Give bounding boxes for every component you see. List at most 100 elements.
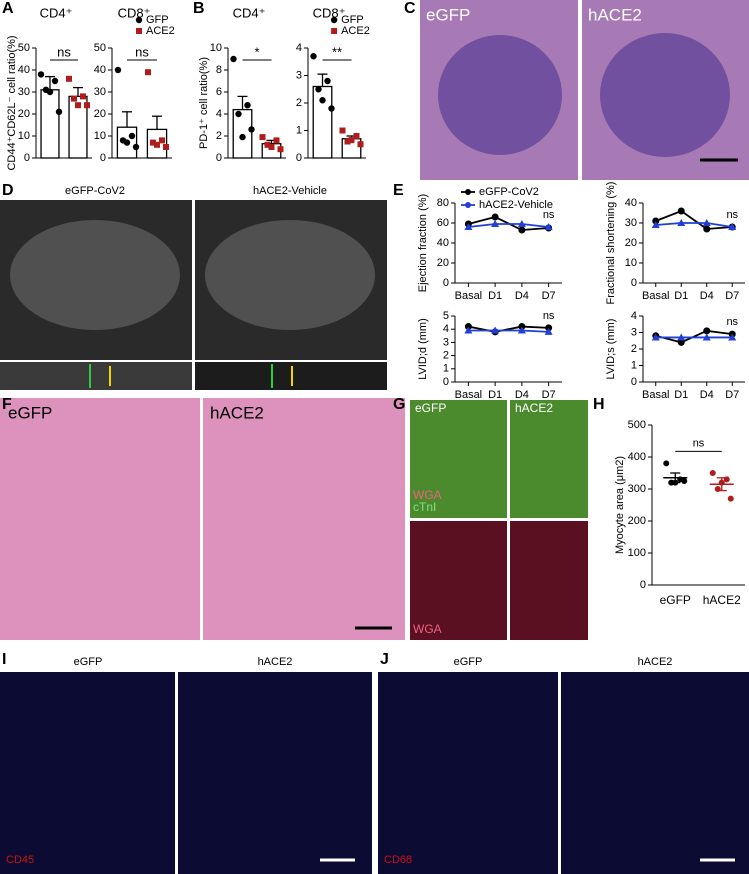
data-point bbox=[703, 327, 711, 335]
data-point bbox=[264, 141, 271, 148]
y-tick-label: 10 bbox=[94, 130, 106, 142]
image-label: hACE2 bbox=[638, 656, 673, 668]
annotation: ns bbox=[543, 209, 555, 221]
image-label: hACE2 bbox=[515, 401, 553, 415]
annotation: ns bbox=[543, 310, 555, 322]
image-region bbox=[205, 220, 375, 330]
data-point bbox=[677, 333, 686, 341]
panel-label: B bbox=[193, 0, 205, 17]
x-tick-label: Basal bbox=[455, 290, 483, 302]
y-tick-label: 4 bbox=[216, 108, 222, 120]
data-point bbox=[248, 126, 255, 133]
x-tick-label: D7 bbox=[542, 389, 556, 401]
chart-title: CD8⁺ bbox=[313, 5, 346, 20]
legend-symbol bbox=[136, 28, 142, 34]
y-tick-label: 1 bbox=[443, 363, 449, 375]
x-tick-label: Basal bbox=[642, 389, 670, 401]
legend-symbol bbox=[465, 189, 471, 195]
image bbox=[561, 672, 749, 874]
y-tick-label: 40 bbox=[437, 237, 449, 249]
y-tick-label: 2 bbox=[296, 97, 302, 109]
y-tick-label: 4 bbox=[296, 42, 302, 54]
y-tick-label: 0 bbox=[443, 277, 449, 289]
x-tick-label: D1 bbox=[488, 389, 502, 401]
data-point bbox=[464, 223, 473, 230]
data-point bbox=[310, 53, 317, 60]
y-tick-label: 20 bbox=[94, 108, 106, 120]
x-tick-label: hACE2 bbox=[703, 593, 741, 607]
y-tick-label: 40 bbox=[18, 64, 30, 76]
data-point bbox=[163, 144, 169, 150]
x-tick-label: D7 bbox=[542, 290, 556, 302]
y-tick-label: 30 bbox=[625, 217, 637, 229]
annotation: ns bbox=[726, 209, 738, 221]
image-label: WGA bbox=[413, 488, 442, 502]
x-tick-label: Basal bbox=[642, 290, 670, 302]
image-label: eGFP bbox=[415, 401, 446, 415]
x-tick-label: D7 bbox=[725, 389, 739, 401]
y-tick-label: 20 bbox=[625, 237, 637, 249]
y-tick-label: 10 bbox=[18, 130, 30, 142]
y-tick-label: 3 bbox=[631, 326, 637, 338]
y-axis-label: Ejection fraction (%) bbox=[417, 194, 429, 292]
y-tick-label: 0 bbox=[296, 152, 302, 164]
y-tick-label: 10 bbox=[625, 257, 637, 269]
legend-label: hACE2-Vehicle bbox=[479, 199, 553, 211]
y-tick-label: 4 bbox=[443, 323, 449, 335]
data-point bbox=[517, 326, 526, 334]
y-tick-label: 1 bbox=[296, 124, 302, 136]
data-point bbox=[464, 326, 473, 334]
image-label: CD45 bbox=[6, 854, 34, 866]
image-label: hACE2 bbox=[258, 656, 293, 668]
data-point bbox=[235, 110, 242, 118]
image bbox=[203, 398, 405, 640]
data-point bbox=[55, 108, 63, 116]
data-point bbox=[71, 95, 77, 102]
legend-label: ACE2 bbox=[341, 25, 370, 37]
chart-title: CD4⁺ bbox=[40, 5, 73, 20]
panel-label: F bbox=[2, 396, 12, 413]
data-point bbox=[353, 133, 360, 139]
data-point bbox=[328, 105, 335, 112]
data-point bbox=[728, 223, 737, 230]
bar bbox=[232, 108, 253, 159]
data-point bbox=[277, 146, 284, 153]
data-point bbox=[259, 134, 266, 141]
series-line bbox=[655, 222, 733, 228]
y-tick-label: 500 bbox=[628, 419, 646, 431]
data-point bbox=[709, 470, 716, 476]
panel-label: I bbox=[2, 651, 6, 668]
legend-symbol bbox=[465, 202, 471, 208]
data-point bbox=[544, 327, 553, 335]
panel-label: J bbox=[380, 651, 389, 668]
y-tick-label: 60 bbox=[437, 217, 449, 229]
panel-label: G bbox=[393, 396, 405, 413]
legend-label: GFP bbox=[341, 14, 364, 26]
y-axis-label: PD-1⁺ cell ratio(%) bbox=[198, 57, 210, 149]
y-tick-label: 2 bbox=[443, 350, 449, 362]
image-label: eGFP bbox=[426, 5, 470, 24]
data-point bbox=[114, 66, 122, 74]
y-tick-label: 2 bbox=[216, 130, 222, 142]
annotation: ** bbox=[332, 44, 342, 59]
data-point bbox=[66, 75, 72, 82]
x-tick-label: D4 bbox=[700, 389, 714, 401]
y-tick-label: 50 bbox=[18, 42, 30, 54]
data-point bbox=[230, 55, 237, 63]
image-label: eGFP bbox=[454, 656, 483, 668]
x-tick-label: D1 bbox=[488, 290, 502, 302]
image-label: hACE2 bbox=[588, 5, 642, 24]
data-point bbox=[702, 219, 711, 226]
y-tick-label: 200 bbox=[628, 515, 646, 527]
image bbox=[0, 398, 200, 640]
y-tick-label: 30 bbox=[18, 86, 30, 98]
annotation: ns bbox=[57, 44, 71, 59]
data-point bbox=[727, 495, 734, 502]
legend-label: eGFP-CoV2 bbox=[479, 186, 539, 198]
panel-label: D bbox=[2, 182, 14, 199]
chart-title: CD8⁺ bbox=[118, 5, 151, 20]
y-tick-label: 1 bbox=[631, 359, 637, 371]
data-point bbox=[37, 71, 45, 78]
y-tick-label: 0 bbox=[24, 152, 30, 164]
data-point bbox=[491, 326, 500, 334]
